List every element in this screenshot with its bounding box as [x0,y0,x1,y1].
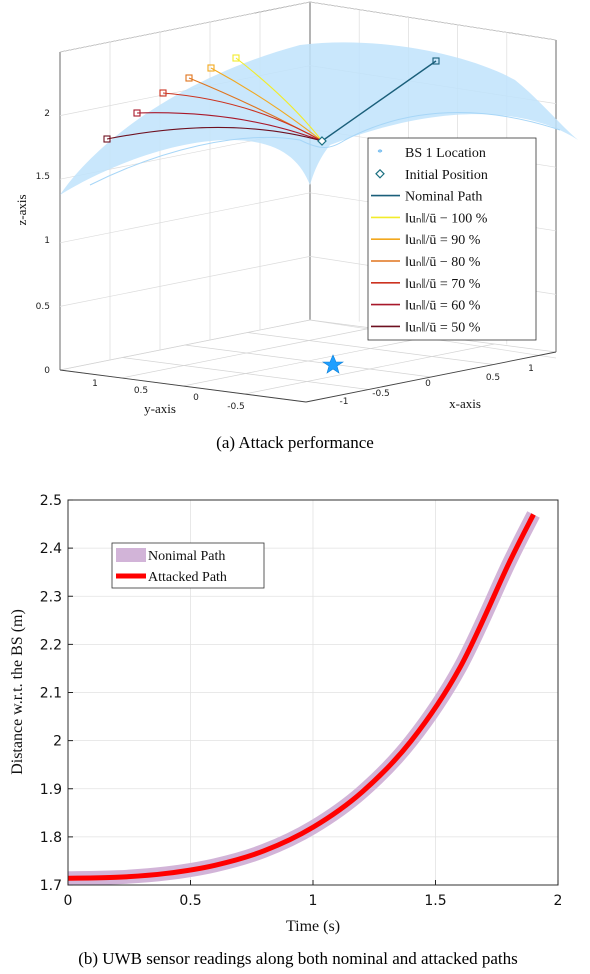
x-tick-label: 0 [64,893,73,909]
caption-b: (b) UWB sensor readings along both nomin… [78,949,518,968]
legend-label: BS 1 Location [405,146,486,161]
legend-label: ‖uₙ‖/ū = 50 % [405,320,481,335]
y-tick-label: 2.1 [40,686,62,702]
path-endpoint-marker [232,54,240,62]
x-tick-label: 2 [554,893,563,909]
y-tick-label: 1.9 [40,782,62,798]
legend-label: ‖uₙ‖/ū − 80 % [405,255,481,270]
y-axis-label-b: Distance w.r.t. the BS (m) [9,609,26,775]
x-axis-label-b: Time (s) [286,918,340,935]
axis-line-y [59,369,307,403]
legend-star-icon: * [377,147,383,159]
legend-label: Nominal Path [405,190,482,205]
grid-line [244,343,495,395]
z-axis-label: z-axis [14,194,29,225]
path-endpoint-marker [133,109,141,117]
y-tick-label: -0.5 [227,402,245,412]
series-b [67,511,540,886]
z-tick-label: 0.5 [36,302,50,312]
grid-line [59,256,311,307]
y-tick-label: 2.3 [40,589,62,605]
z-tick-label: 2 [44,109,50,119]
axis-line-x [305,351,557,403]
x-tick-label: -0.5 [372,389,390,399]
legend-label: ‖uₙ‖/ū = 60 % [405,299,481,314]
legend-label: Nonimal Path [148,549,225,564]
y-tick-label: 2.4 [40,541,62,557]
attack-path-line [235,57,323,142]
attack-path-line [106,126,323,142]
attack-path-line [136,112,323,142]
y-axis-label: y-axis [144,401,176,416]
y-tick-label: 2.2 [40,637,62,653]
y-tick-label: 1 [92,379,98,389]
path-endpoint-marker [103,135,111,143]
x-tick-label: 0 [425,379,431,389]
x-tick-label: -1 [340,397,349,407]
legend-label: Attacked Path [148,570,227,585]
legend-label: Initial Position [405,168,488,183]
attack-path-line [210,67,323,142]
x-tick-label: 0.5 [486,373,500,383]
x-tick-label: 1 [528,364,534,374]
initial-position-marker [317,136,327,146]
grid-line [309,1,557,41]
x-axis-label: x-axis [449,396,481,411]
y-tick-label: 1.7 [40,878,62,894]
x-tick-label: 0.5 [179,893,201,909]
x-tick-label: 1 [309,893,318,909]
legend-label: ‖uₙ‖/ū = 70 % [405,277,481,292]
ticks-b: 0 0.5 1 1.5 2 1.7 1.8 1.9 2 2.1 2.2 2.3 2.4 2.5 [40,493,563,909]
y-tick-label: 1.8 [40,830,62,846]
legend-diamond-icon [375,168,385,179]
grid-line [59,192,311,244]
z-ticks: 0 0.5 1 1.5 2 [36,109,51,376]
legend-a: * BS 1 Location Initial Position Nominal Pa… [367,137,537,341]
y-tick-label: 2 [53,734,62,750]
plot-frame-b [67,499,559,886]
grid-line [247,332,494,365]
legend-label: ‖uₙ‖/ū = 90 % [405,233,481,248]
legend-b: Nonimal Path Attacked Path [111,542,265,589]
z-tick-label: 0 [44,366,50,376]
attack-path-line [162,92,323,142]
grid-line [59,1,311,53]
surface-fold [89,112,561,186]
path-endpoint-marker [432,57,440,65]
x-tick-label: 1.5 [424,893,446,909]
z-tick-label: 1 [44,236,50,246]
x-ticks: -1 -0.5 0 0.5 1 [340,364,534,407]
legend-label: ‖uₙ‖/ū − 100 % [405,211,488,226]
z-tick-label: 1.5 [36,172,50,182]
attack-paths [103,54,440,146]
y-ticks: 1 0.5 0 -0.5 [92,379,245,412]
path-endpoint-marker [159,89,167,97]
figure-a: 0 0.5 1 1.5 2 z-axis 1 0.5 0 -0.5 y-axis -1 -0.5… [14,1,578,452]
nominal-path-line [321,60,437,142]
caption-a: (a) Attack performance [216,433,374,452]
bs-location-star [322,354,344,374]
parabolic-surface [60,42,578,196]
path-endpoint-marker [185,74,193,82]
path-endpoint-marker [207,64,215,72]
attacked-path-series [67,513,536,881]
y-tick-label: 0 [193,393,199,403]
y-tick-label: 2.5 [40,493,62,509]
y-tick-label: 0.5 [134,386,148,396]
grid-line [182,335,434,387]
